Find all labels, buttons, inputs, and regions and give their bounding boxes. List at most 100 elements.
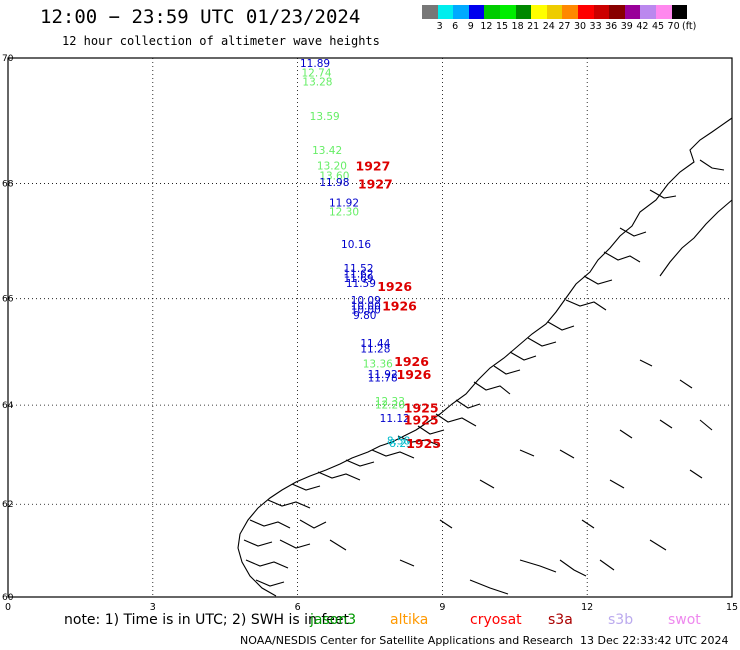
colorbar-swatch [468, 5, 485, 19]
coastline-segment [699, 159, 725, 171]
colorbar-label: 18 [511, 21, 524, 32]
x-tick-label: 3 [150, 602, 156, 613]
coastline-segment [639, 359, 653, 367]
colorbar-label: 42 [636, 21, 649, 32]
pass-number-label: 1926 [394, 354, 429, 369]
coastline-segment [619, 429, 633, 439]
coastline-segment [345, 459, 375, 467]
mission-legend-item-cryosat: cryosat [470, 612, 522, 628]
wave-height-label: 10.00 [351, 305, 381, 317]
wave-height-label: 11.12 [380, 413, 410, 425]
colorbar-label: 33 [589, 21, 602, 32]
coastline-segment [679, 379, 693, 389]
norway-coastline [237, 117, 733, 597]
wave-height-label: 11.92 [329, 198, 359, 210]
coastline-segment [659, 419, 673, 429]
coastline-segment [479, 479, 495, 489]
y-tick-label: 68 [2, 180, 14, 190]
wave-height-label: 11.44 [360, 338, 390, 350]
x-tick-label: 0 [5, 602, 11, 613]
wave-height-label: 10.00 [351, 300, 381, 312]
coastline-segment [455, 399, 481, 409]
coastline-segment [399, 559, 415, 567]
pass-number-label: 1927 [356, 158, 391, 173]
wave-height-label: 11.52 [343, 263, 373, 275]
coastline-segment [417, 425, 445, 435]
wave-height-colorbar [422, 5, 688, 19]
pass-number-label: 1927 [358, 177, 393, 192]
colorbar-swatch [562, 5, 578, 19]
footer-note: note: 1) Time is in UTC; 2) SWH is in fe… [64, 612, 350, 628]
coastline-segment [371, 449, 415, 459]
colorbar-label: 6 [452, 21, 459, 32]
coastline-segment [473, 381, 511, 395]
coastline-segment [493, 365, 521, 375]
x-tick-label: 6 [295, 602, 301, 613]
colorbar-swatch [609, 5, 625, 19]
colorbar-swatch [422, 5, 438, 19]
wave-height-label: 12.74 [301, 67, 331, 79]
colorbar-label: 15 [495, 21, 509, 32]
coastline-segment [237, 117, 733, 597]
colorbar-label: 39 [620, 21, 633, 32]
x-tick-label: 15 [726, 602, 738, 613]
x-tick-label: 9 [439, 602, 445, 613]
wave-height-label: 12.20 [375, 400, 405, 412]
coastline-segment [291, 483, 321, 491]
coastline-segment [317, 471, 361, 481]
colorbar-swatch [484, 5, 500, 19]
pass-number-label: 1926 [382, 298, 417, 313]
map-subtitle: 12 hour collection of altimeter wave hei… [62, 34, 380, 48]
coastline-segment [245, 559, 289, 569]
coastline-segment [299, 519, 327, 529]
colorbar-label: (ft) [682, 21, 697, 32]
coastline-segment [397, 435, 441, 447]
coastline-segment [439, 519, 453, 529]
coastline-segment [243, 539, 273, 547]
wave-height-label: 13.60 [319, 171, 349, 183]
pass-number-label: 1925 [406, 436, 441, 451]
wave-height-label: 11.89 [300, 58, 330, 70]
colorbar-swatch [546, 5, 563, 19]
wave-height-label: 11.62 [343, 269, 373, 281]
colorbar-swatch [593, 5, 610, 19]
coastline-segment [255, 579, 285, 587]
pass-number-label: 1926 [377, 279, 412, 294]
coastline-segment [249, 519, 291, 529]
colorbar-swatch [499, 5, 516, 19]
colorbar-swatch [577, 5, 594, 19]
pass-number-label: 1925 [404, 412, 439, 427]
coastline-segment [527, 337, 557, 347]
mission-legend-item-jason3: jason3 [310, 612, 357, 628]
coastline-segment [329, 539, 347, 551]
mission-legend-item-s3a: s3a [548, 612, 573, 628]
y-tick-label: 66 [2, 295, 14, 305]
colorbar-label: 45 [651, 21, 665, 32]
x-tick-label: 12 [581, 602, 593, 613]
wave-height-label: 11.78 [368, 373, 398, 385]
coastline-segment [519, 559, 557, 573]
y-tick-label: 70 [2, 54, 14, 64]
wave-height-label: 12.30 [329, 206, 359, 218]
colorbar-swatch [515, 5, 532, 19]
coastline-segment [689, 469, 703, 479]
wave-height-label: 13.20 [317, 160, 347, 172]
wave-height-label: 13.59 [310, 111, 340, 123]
colorbar-label: 12 [480, 21, 493, 32]
wave-height-label: 8.58 [387, 436, 410, 448]
wave-height-label: 13.36 [363, 359, 393, 371]
colorbar-label: 30 [573, 21, 587, 32]
colorbar-label: 27 [558, 21, 571, 32]
coastline-segment [649, 539, 667, 551]
colorbar-label: 70 [667, 21, 680, 32]
colorbar-swatch [437, 5, 454, 19]
coastline-segment [559, 559, 587, 577]
wave-height-label: 10.16 [341, 239, 371, 251]
colorbar-swatch [531, 5, 547, 19]
y-tick-label: 64 [2, 401, 14, 411]
coastline-segment [519, 449, 535, 457]
coastline-segment [565, 299, 607, 311]
credit-text: NOAA/NESDIS Center for Satellite Applica… [240, 634, 574, 647]
coastline-segment [581, 519, 595, 529]
